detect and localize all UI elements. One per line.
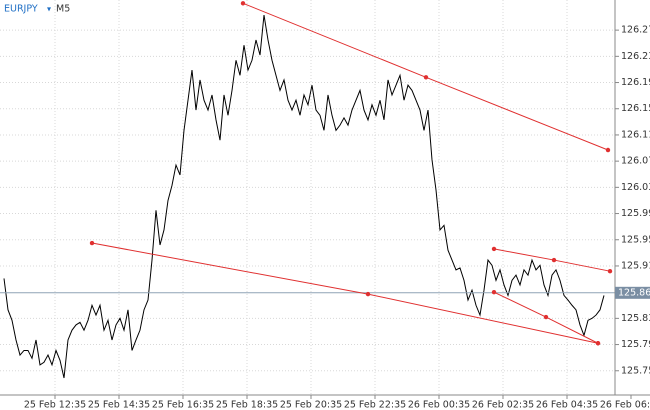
trendline-anchor [595,341,601,346]
y-tick-label: 125.750 [621,365,650,376]
trendline-anchor [423,75,429,80]
x-tick-label: 25 Feb 14:35 [88,400,150,410]
trendline-anchor [240,1,246,6]
x-tick-label: 26 Feb 00:35 [408,400,470,410]
trendline-anchor [491,246,497,252]
trendline-anchor [543,314,549,320]
y-tick-label: 125.910 [621,260,650,271]
trendline-anchor [491,289,497,295]
grid [0,0,615,395]
timeframe[interactable]: M5 [56,4,70,15]
x-tick-label: 25 Feb 22:35 [344,400,406,410]
y-tick-label: 125.950 [621,234,650,245]
last-price-box [615,286,650,299]
y-tick-label: 126.270 [621,25,650,36]
x-tick-label: 26 Feb 04:35 [536,400,598,410]
trendline-anchor [365,291,371,297]
x-tick-label: 25 Feb 20:35 [280,400,342,410]
y-tick-label: 126.150 [621,103,650,114]
symbol[interactable]: EURJPY [4,4,38,15]
y-tick-label: 126.030 [621,182,650,193]
y-tick-label: 126.230 [621,51,650,62]
x-tick-label: 25 Feb 16:35 [152,400,214,410]
trendline-anchor [551,257,557,263]
x-tick-label: 26 Feb 02:35 [472,400,534,410]
x-tick-label: 25 Feb 18:35 [216,400,278,410]
last-price-label: 125.869 [618,287,650,298]
x-tick-label: 25 Feb 12:35 [24,400,86,410]
plot [0,1,615,379]
trendline-anchor [89,240,95,246]
trendline-anchor [605,147,611,153]
symbol-dropdown-icon[interactable]: ▾ [47,5,51,14]
y-tick-label: 125.790 [621,339,650,350]
axes: 126.270 126.230 126.190 126.150 126.110 126.0… [24,25,650,410]
y-tick-label: 126.070 [621,156,650,167]
y-tick-label: 126.190 [621,77,650,88]
price-line [3,14,605,379]
y-tick-label: 125.990 [621,208,650,219]
trendline-anchor [607,268,613,274]
x-tick-label: 26 Feb 06:35 [600,400,650,410]
y-tick-label: 125.830 [621,313,650,324]
y-tick-label: 126.110 [621,129,650,140]
